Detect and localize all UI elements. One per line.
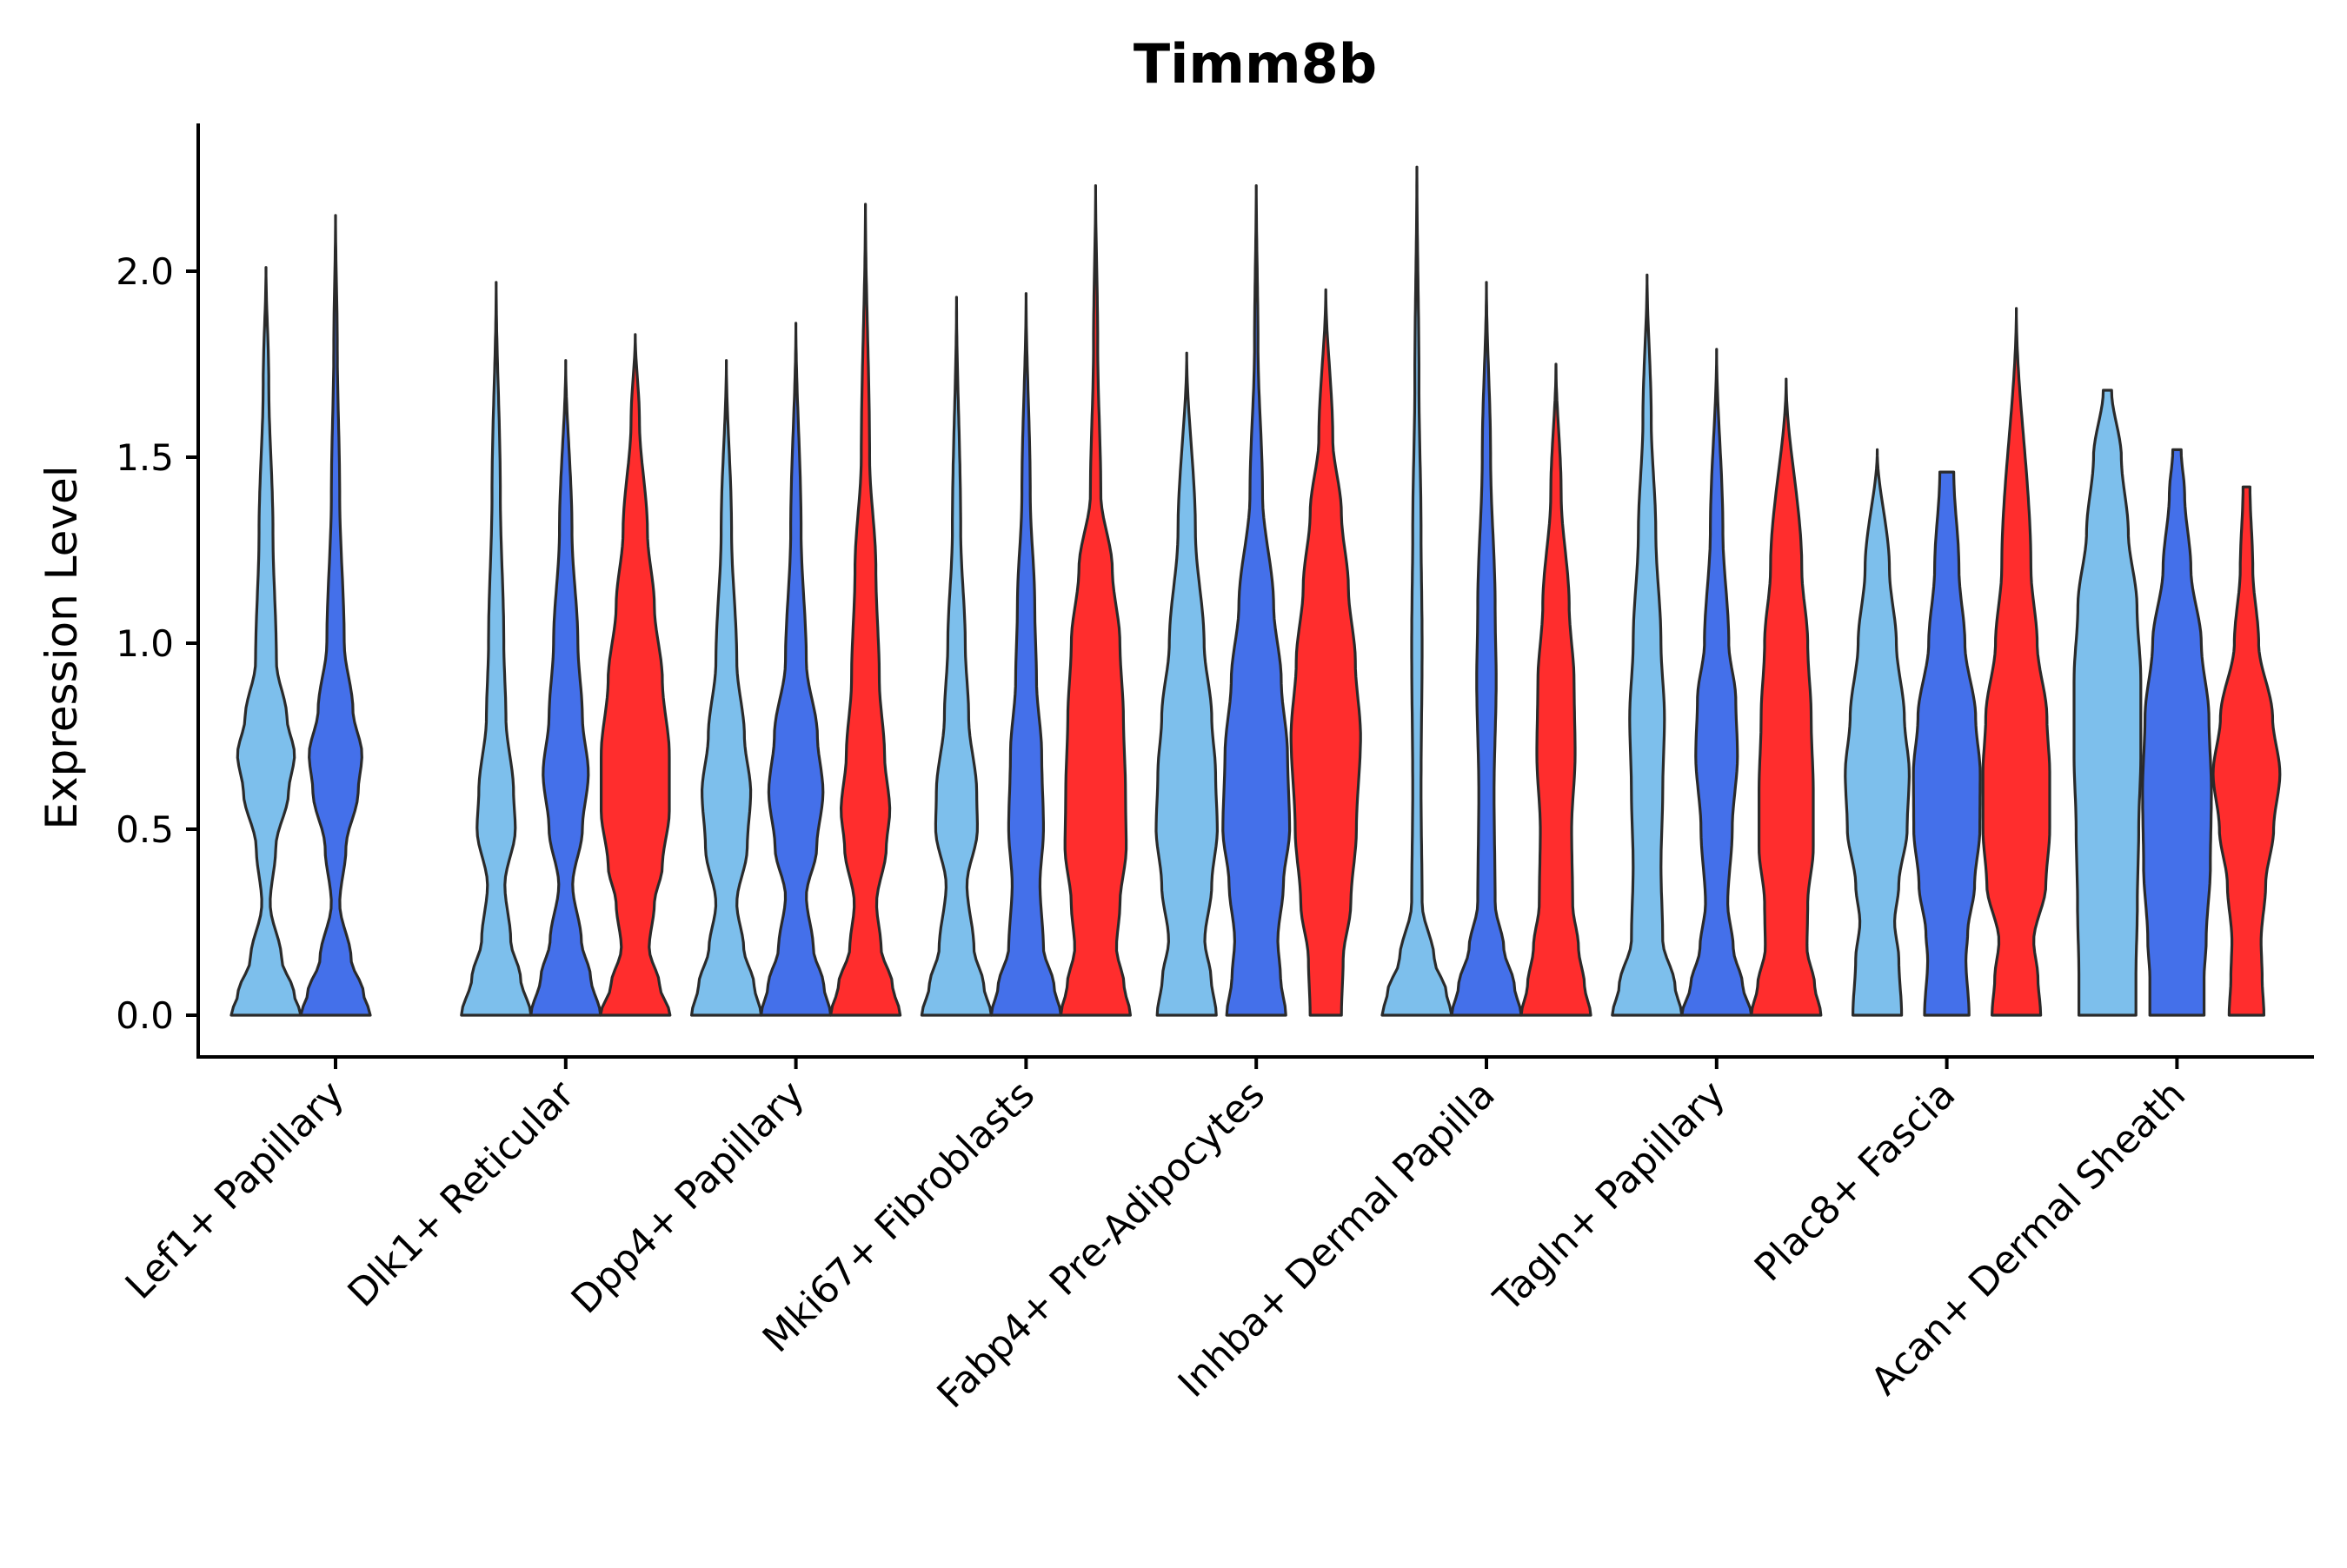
violin-3-2	[1059, 184, 1132, 1017]
violin-7-1	[1912, 470, 1982, 1017]
violin-1-2	[599, 333, 672, 1017]
y-ticks: 0.0 0.5 1.0 1.5 2.0	[116, 250, 198, 1037]
violin-7-2	[1981, 307, 2051, 1017]
x-tick-label: Tagln+ Papillary	[1485, 1073, 1733, 1321]
violin-6-0	[1611, 273, 1684, 1017]
violin-3-0	[920, 296, 993, 1017]
violin-8-2	[2211, 485, 2282, 1017]
y-axis-label: Expression Level	[37, 465, 87, 829]
violin-5-1	[1450, 281, 1523, 1017]
violin-5-0	[1380, 165, 1453, 1017]
violin-1-0	[460, 281, 533, 1017]
violin-4-2	[1289, 288, 1362, 1017]
chart-title: Timm8b	[1134, 32, 1377, 96]
x-tick-label: Dpp4+ Papillary	[563, 1073, 814, 1323]
x-tick-label: Plac8+ Fascia	[1746, 1073, 1965, 1291]
violin-5-2	[1519, 362, 1592, 1017]
violin-2-0	[690, 359, 763, 1017]
violin-6-2	[1750, 377, 1823, 1017]
violin-1-1	[529, 359, 602, 1017]
violin-3-1	[989, 292, 1062, 1017]
y-tick-label: 2.0	[116, 250, 174, 293]
violin-2-2	[829, 203, 902, 1017]
y-tick-label: 1.5	[116, 436, 174, 479]
x-tick-label: Lef1+ Papillary	[117, 1073, 353, 1308]
y-tick-label: 0.5	[116, 808, 174, 851]
violin-4-1	[1221, 184, 1292, 1017]
violin-8-1	[2141, 448, 2213, 1017]
y-tick-label: 1.0	[116, 622, 174, 665]
violin-0-0	[229, 266, 303, 1017]
violin-6-1	[1680, 348, 1753, 1017]
y-tick-label: 0.0	[116, 994, 174, 1037]
violin-0-1	[299, 214, 372, 1017]
violin-7-0	[1844, 448, 1911, 1017]
violin-2-1	[760, 322, 833, 1017]
x-tick-label: Dlk1+ Reticular	[340, 1072, 584, 1316]
violins-layer	[229, 165, 2282, 1017]
violin-4-0	[1154, 351, 1219, 1017]
violin-8-0	[2072, 389, 2143, 1017]
